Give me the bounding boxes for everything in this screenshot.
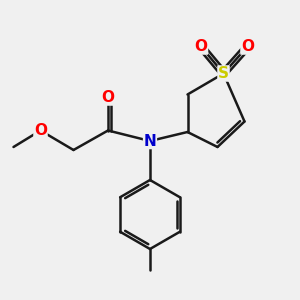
Text: O: O — [101, 90, 115, 105]
Text: O: O — [34, 123, 47, 138]
Text: N: N — [144, 134, 156, 148]
Text: S: S — [218, 66, 229, 81]
Text: O: O — [194, 39, 208, 54]
Text: O: O — [241, 39, 254, 54]
